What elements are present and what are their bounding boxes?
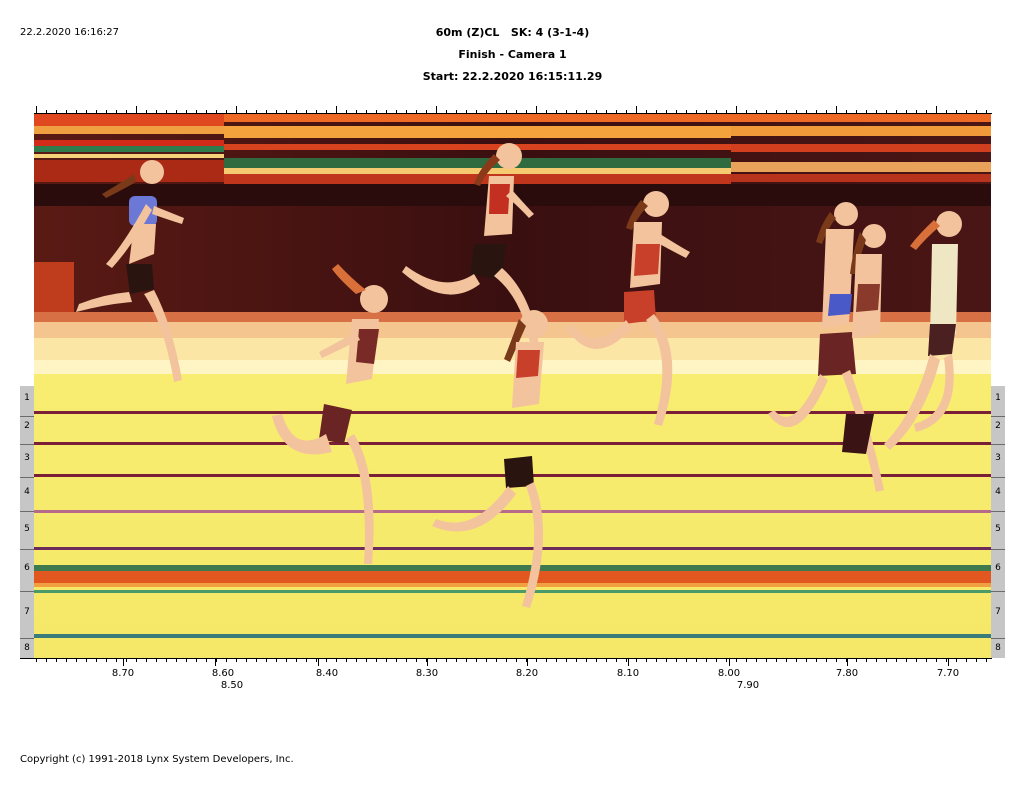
lane-number: 8 bbox=[24, 643, 30, 653]
lane-number: 4 bbox=[24, 487, 30, 497]
lane-separator bbox=[991, 444, 1005, 445]
lane-separator bbox=[20, 638, 34, 639]
lane-separator bbox=[20, 416, 34, 417]
time-tick-label: 8.20 bbox=[515, 668, 539, 679]
runner-1 bbox=[76, 160, 184, 382]
copyright-notice: Copyright (c) 1991-2018 Lynx System Deve… bbox=[20, 754, 294, 765]
race-title: 60m (Z)CL SK: 4 (3-1-4) bbox=[435, 26, 590, 39]
lane-strip-right: 1 2 3 4 5 6 7 8 bbox=[991, 386, 1005, 658]
lane-number: 1 bbox=[995, 393, 1001, 403]
time-tick-label: 8.00 bbox=[717, 668, 741, 679]
lane-number: 6 bbox=[995, 563, 1001, 573]
lane-separator bbox=[991, 638, 1005, 639]
print-timestamp: 22.2.2020 16:16:27 bbox=[20, 27, 119, 38]
start-time: Start: 22.2.2020 16:15:11.29 bbox=[422, 70, 603, 83]
time-tick-label: 7.70 bbox=[936, 668, 960, 679]
time-tick-label: 7.90 bbox=[736, 680, 760, 691]
lane-separator bbox=[991, 549, 1005, 550]
lane-separator bbox=[20, 591, 34, 592]
lane-number: 5 bbox=[995, 524, 1001, 534]
lane-number: 7 bbox=[995, 607, 1001, 617]
lane-number: 2 bbox=[995, 421, 1001, 431]
time-tick-label: 8.50 bbox=[220, 680, 244, 691]
runner-8 bbox=[884, 211, 962, 450]
lane-number: 1 bbox=[24, 393, 30, 403]
time-tick-label: 8.30 bbox=[415, 668, 439, 679]
time-tick-label: 8.10 bbox=[616, 668, 640, 679]
lane-number: 7 bbox=[24, 607, 30, 617]
lane-separator bbox=[20, 477, 34, 478]
time-tick-label: 8.40 bbox=[315, 668, 339, 679]
lane-number: 3 bbox=[995, 453, 1001, 463]
lane-separator bbox=[20, 549, 34, 550]
bottom-time-ruler: 8.70 8.60 8.40 8.30 8.20 8.10 8.00 7.80 7.70 8.50… bbox=[20, 658, 992, 698]
lane-separator bbox=[991, 477, 1005, 478]
camera-label: Finish - Camera 1 bbox=[458, 48, 567, 61]
lane-separator bbox=[20, 444, 34, 445]
lane-number: 8 bbox=[995, 643, 1001, 653]
lane-number: 3 bbox=[24, 453, 30, 463]
top-time-ruler bbox=[34, 106, 992, 114]
lane-separator bbox=[20, 511, 34, 512]
runner-2 bbox=[272, 264, 388, 564]
runner-4 bbox=[432, 310, 548, 608]
lane-separator bbox=[991, 511, 1005, 512]
time-tick-label: 8.70 bbox=[111, 668, 135, 679]
time-tick-label: 8.60 bbox=[211, 668, 235, 679]
lane-number: 6 bbox=[24, 563, 30, 573]
time-tick-label: 7.80 bbox=[835, 668, 859, 679]
runner-5 bbox=[566, 191, 690, 426]
lane-number: 2 bbox=[24, 421, 30, 431]
lane-separator bbox=[991, 416, 1005, 417]
photo-finish-image[interactable] bbox=[34, 114, 991, 658]
lane-number: 4 bbox=[995, 487, 1001, 497]
runner-7 bbox=[842, 224, 886, 454]
lane-strip-left: 1 2 3 4 5 6 7 8 bbox=[20, 386, 34, 658]
lane-number: 5 bbox=[24, 524, 30, 534]
lane-separator bbox=[991, 591, 1005, 592]
